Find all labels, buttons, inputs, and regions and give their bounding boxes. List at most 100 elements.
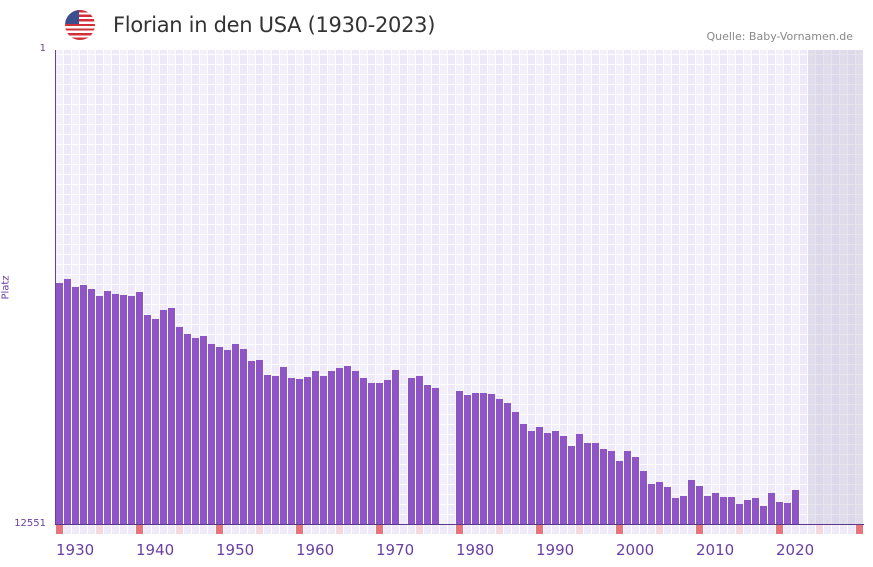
bar-1949 [208, 343, 215, 524]
year-tick-2002 [632, 525, 639, 534]
year-tick-1984 [488, 525, 495, 534]
year-tick-1957 [272, 525, 279, 534]
year-tick-1930 [56, 525, 63, 534]
bar-1994 [568, 445, 575, 524]
bar-1957 [272, 375, 279, 524]
year-tick-2009 [688, 525, 695, 534]
year-tick-1980 [456, 525, 463, 534]
bar-2020 [776, 502, 783, 524]
year-tick-2030 [856, 525, 863, 534]
year-tick-1945 [176, 525, 183, 534]
bar-1958 [280, 366, 287, 524]
bar-1935 [96, 295, 103, 524]
year-tick-1938 [120, 525, 127, 534]
bar-1951 [224, 349, 231, 524]
bar-1991 [544, 432, 551, 524]
bar-1985 [496, 398, 503, 524]
bar-2008 [680, 495, 687, 524]
bar-1961 [304, 376, 311, 524]
year-tick-2007 [672, 525, 679, 534]
year-tick-1948 [200, 525, 207, 534]
bar-1945 [176, 326, 183, 524]
x-tick-label: 1940 [136, 541, 175, 559]
chart-title: Florian in den USA (1930-2023) [113, 13, 436, 37]
bar-1974 [408, 377, 415, 524]
year-tick-2026 [824, 525, 831, 534]
bar-1998 [600, 448, 607, 524]
year-tick-1981 [464, 525, 471, 534]
year-tick-2027 [832, 525, 839, 534]
year-tick-2013 [720, 525, 727, 534]
year-tick-1933 [80, 525, 87, 534]
year-tick-1932 [72, 525, 79, 534]
bar-2022 [792, 490, 799, 524]
us-flag-icon [65, 10, 95, 40]
year-tick-1958 [280, 525, 287, 534]
bar-1953 [240, 348, 247, 524]
bar-2009 [688, 479, 695, 524]
bar-1999 [608, 450, 615, 524]
year-tick-2012 [712, 525, 719, 534]
year-tick-1961 [304, 525, 311, 534]
bar-1970 [376, 382, 383, 524]
year-tick-1944 [168, 525, 175, 534]
year-tick-1946 [184, 525, 191, 534]
year-tick-2018 [760, 525, 767, 534]
future-years-region [808, 50, 863, 524]
year-tick-1952 [232, 525, 239, 534]
year-tick-1970 [376, 525, 383, 534]
year-tick-2015 [736, 525, 743, 534]
bar-1944 [168, 307, 175, 524]
year-tick-1954 [248, 525, 255, 534]
year-tick-1973 [400, 525, 407, 534]
bar-2015 [736, 504, 743, 524]
year-tick-1955 [256, 525, 263, 534]
x-tick-label: 1970 [376, 541, 415, 559]
year-tick-1936 [104, 525, 111, 534]
year-tick-1975 [416, 525, 423, 534]
year-tick-1947 [192, 525, 199, 534]
year-tick-2000 [616, 525, 623, 534]
year-tick-2004 [648, 525, 655, 534]
year-tick-1956 [264, 525, 271, 534]
year-tick-1999 [608, 525, 615, 534]
year-tick-1953 [240, 525, 247, 534]
bar-1943 [160, 309, 167, 524]
bar-1954 [248, 360, 255, 524]
bar-1930 [56, 282, 63, 524]
x-tick-label: 2020 [776, 541, 815, 559]
bar-2005 [656, 481, 663, 524]
year-tick-1967 [352, 525, 359, 534]
bar-1932 [72, 286, 79, 524]
year-tick-1996 [584, 525, 591, 534]
x-axis-line [55, 524, 864, 525]
bar-2010 [696, 486, 703, 524]
bar-1982 [472, 392, 479, 524]
year-tick-1992 [552, 525, 559, 534]
year-tick-1982 [472, 525, 479, 534]
year-tick-1985 [496, 525, 503, 534]
bar-1937 [112, 293, 119, 524]
bar-1966 [344, 365, 351, 524]
bar-1986 [504, 402, 511, 524]
year-tick-1950 [216, 525, 223, 534]
year-tick-1995 [576, 525, 583, 534]
year-tick-1971 [384, 525, 391, 534]
year-tick-2024 [808, 525, 815, 534]
bar-1977 [432, 387, 439, 524]
bar-2016 [744, 500, 751, 524]
bar-1987 [512, 411, 519, 524]
bar-1969 [368, 382, 375, 524]
bar-1947 [192, 337, 199, 524]
year-tick-2003 [640, 525, 647, 534]
year-tick-1964 [328, 525, 335, 534]
year-tick-1991 [544, 525, 551, 534]
bar-2004 [648, 483, 655, 524]
bar-1988 [520, 423, 527, 524]
year-tick-2022 [792, 525, 799, 534]
x-tick-label: 2000 [616, 541, 655, 559]
bar-1939 [128, 295, 135, 524]
year-tick-2029 [848, 525, 855, 534]
year-tick-2025 [816, 525, 823, 534]
year-tick-1988 [520, 525, 527, 534]
